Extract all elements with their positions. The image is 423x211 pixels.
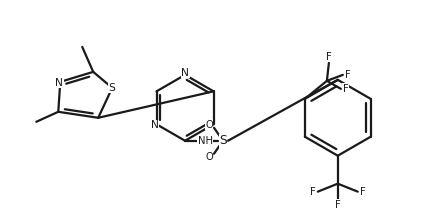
- Text: F: F: [310, 187, 316, 197]
- Text: F: F: [343, 84, 349, 94]
- Text: S: S: [109, 83, 115, 93]
- Text: S: S: [219, 134, 227, 147]
- Text: O: O: [205, 120, 213, 130]
- Text: F: F: [345, 70, 351, 80]
- Text: F: F: [335, 200, 341, 210]
- Text: O: O: [205, 152, 213, 162]
- Text: NH: NH: [198, 136, 212, 146]
- Text: N: N: [55, 78, 63, 88]
- Text: N: N: [181, 68, 189, 78]
- Text: F: F: [326, 52, 332, 62]
- Text: F: F: [360, 187, 365, 197]
- Text: N: N: [151, 120, 159, 130]
